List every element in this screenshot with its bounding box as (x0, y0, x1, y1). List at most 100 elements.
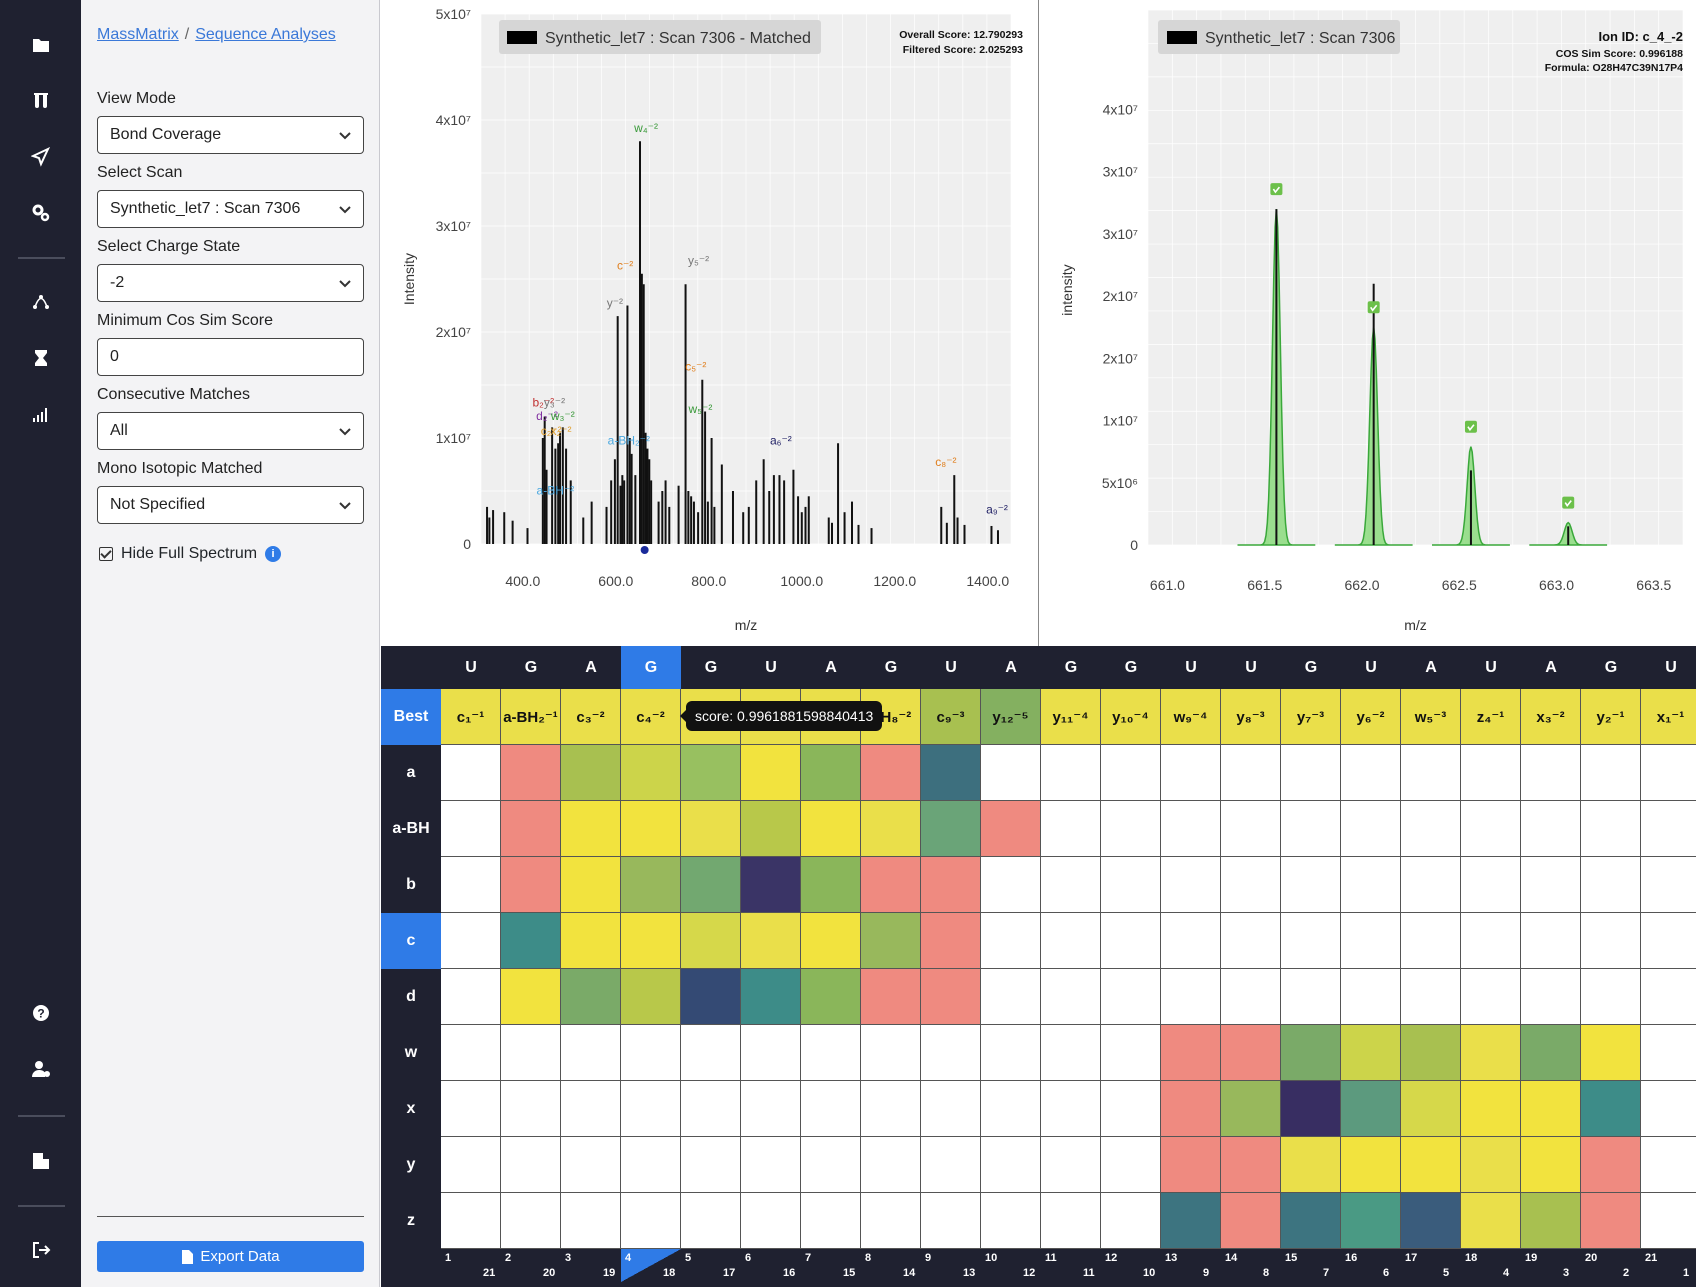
heatmap-cell[interactable] (921, 1081, 981, 1137)
heatmap-cell[interactable] (1041, 913, 1101, 969)
heatmap-cell[interactable] (1461, 913, 1521, 969)
heatmap-cell[interactable] (1161, 1081, 1221, 1137)
heatmap-cell[interactable] (1161, 1193, 1221, 1249)
heatmap-cell[interactable] (1641, 745, 1696, 801)
best-ion-cell[interactable]: y₁₁⁻⁴ (1041, 689, 1101, 745)
heatmap-cell[interactable] (801, 1081, 861, 1137)
export-data-button[interactable]: Export Data (97, 1241, 364, 1272)
heatmap-cell[interactable] (981, 745, 1041, 801)
heatmap-cell[interactable] (861, 1137, 921, 1193)
heatmap-cell[interactable] (441, 1081, 501, 1137)
heatmap-cell[interactable] (1521, 1193, 1581, 1249)
best-ion-cell[interactable]: y₂⁻¹ (1581, 689, 1641, 745)
heatmap-cell[interactable] (921, 801, 981, 857)
heatmap-cell[interactable] (981, 801, 1041, 857)
heatmap-cell[interactable] (1101, 1193, 1161, 1249)
info-icon[interactable]: i (265, 546, 282, 562)
heatmap-cell[interactable] (981, 913, 1041, 969)
heatmap-cell[interactable] (441, 1193, 501, 1249)
heatmap-cell[interactable] (741, 857, 801, 913)
heatmap-cell[interactable] (681, 857, 741, 913)
heatmap-cell[interactable] (1101, 1025, 1161, 1081)
heatmap-cell[interactable] (1341, 913, 1401, 969)
heatmap-cell[interactable] (501, 1025, 561, 1081)
folder-icon[interactable] (26, 30, 56, 60)
heatmap-cell[interactable] (1461, 745, 1521, 801)
heatmap-cell[interactable] (621, 801, 681, 857)
heatmap-cell[interactable] (1221, 913, 1281, 969)
best-ion-cell[interactable]: a-BH₂⁻¹ (501, 689, 561, 745)
heatmap-cell[interactable] (501, 801, 561, 857)
heatmap-cell[interactable] (1221, 745, 1281, 801)
best-ion-cell[interactable]: c₃⁻² (561, 689, 621, 745)
heatmap-cell[interactable] (921, 857, 981, 913)
heatmap-cell[interactable] (981, 857, 1041, 913)
heatmap-cell[interactable] (1341, 745, 1401, 801)
heatmap-cell[interactable] (621, 857, 681, 913)
heatmap-cell[interactable] (1521, 1137, 1581, 1193)
best-ion-cell[interactable]: y₁₀⁻⁴ (1101, 689, 1161, 745)
row-label-best[interactable]: Best (381, 689, 441, 745)
heatmap-cell[interactable] (1641, 969, 1696, 1025)
heatmap-cell[interactable] (1521, 857, 1581, 913)
isotope-envelope-chart[interactable]: 661.0 661.5 662.0 662.5 663.0 663.5 0 5x10⁶ 1x10… (1039, 0, 1696, 646)
heatmap-cell[interactable] (1401, 1025, 1461, 1081)
best-ion-cell[interactable]: c₄⁻² (621, 689, 681, 745)
heatmap-cell[interactable] (921, 1137, 981, 1193)
heatmap-cell[interactable] (1161, 801, 1221, 857)
heatmap-cell[interactable] (1281, 1081, 1341, 1137)
gears-icon[interactable] (26, 198, 56, 228)
hourglass-icon[interactable] (26, 343, 56, 373)
heatmap-cell[interactable] (1161, 1025, 1221, 1081)
heatmap-cell[interactable] (1221, 1081, 1281, 1137)
select-scan-select[interactable]: Synthetic_let7 : Scan 7306 (97, 190, 364, 228)
sequence-residue[interactable]: A (981, 646, 1041, 689)
heatmap-cell[interactable] (1041, 745, 1101, 801)
heatmap-cell[interactable] (1341, 801, 1401, 857)
heatmap-cell[interactable] (441, 913, 501, 969)
logout-icon[interactable] (26, 1235, 56, 1265)
heatmap-cell[interactable] (1341, 1081, 1401, 1137)
heatmap-cell[interactable] (1281, 1025, 1341, 1081)
heatmap-cell[interactable] (801, 969, 861, 1025)
heatmap-cell[interactable] (681, 745, 741, 801)
heatmap-cell[interactable] (1161, 857, 1221, 913)
row-label-w[interactable]: w (381, 1025, 441, 1081)
heatmap-cell[interactable] (1161, 969, 1221, 1025)
best-ion-cell[interactable]: w₅⁻³ (1401, 689, 1461, 745)
heatmap-cell[interactable] (861, 1193, 921, 1249)
heatmap-cell[interactable] (861, 913, 921, 969)
heatmap-cell[interactable] (1221, 801, 1281, 857)
heatmap-cell[interactable] (621, 745, 681, 801)
heatmap-cell[interactable] (1101, 857, 1161, 913)
heatmap-cell[interactable] (741, 1137, 801, 1193)
heatmap-cell[interactable] (861, 801, 921, 857)
heatmap-cell[interactable] (621, 1137, 681, 1193)
sequence-residue[interactable]: G (1581, 646, 1641, 689)
heatmap-cell[interactable] (501, 969, 561, 1025)
heatmap-cell[interactable] (801, 1193, 861, 1249)
test-tubes-icon[interactable] (26, 86, 56, 116)
heatmap-cell[interactable] (861, 1025, 921, 1081)
heatmap-cell[interactable] (1401, 1081, 1461, 1137)
sequence-residue[interactable]: U (1341, 646, 1401, 689)
row-label-a-BH[interactable]: a-BH (381, 801, 441, 857)
best-ion-cell[interactable]: y₇⁻³ (1281, 689, 1341, 745)
sequence-residue[interactable]: G (501, 646, 561, 689)
heatmap-cell[interactable] (1221, 1137, 1281, 1193)
heatmap-cell[interactable] (801, 745, 861, 801)
heatmap-cell[interactable] (1161, 745, 1221, 801)
heatmap-cell[interactable] (1281, 969, 1341, 1025)
heatmap-cell[interactable] (741, 801, 801, 857)
heatmap-cell[interactable] (1641, 913, 1696, 969)
heatmap-cell[interactable] (1581, 801, 1641, 857)
sequence-residue[interactable]: G (621, 646, 681, 689)
mono-iso-select[interactable]: Not Specified (97, 486, 364, 524)
heatmap-cell[interactable] (1641, 857, 1696, 913)
heatmap-cell[interactable] (501, 1081, 561, 1137)
heatmap-cell[interactable] (1101, 745, 1161, 801)
heatmap-cell[interactable] (621, 1025, 681, 1081)
send-icon[interactable] (26, 142, 56, 172)
sequence-residue[interactable]: A (1401, 646, 1461, 689)
heatmap-cell[interactable] (741, 1193, 801, 1249)
